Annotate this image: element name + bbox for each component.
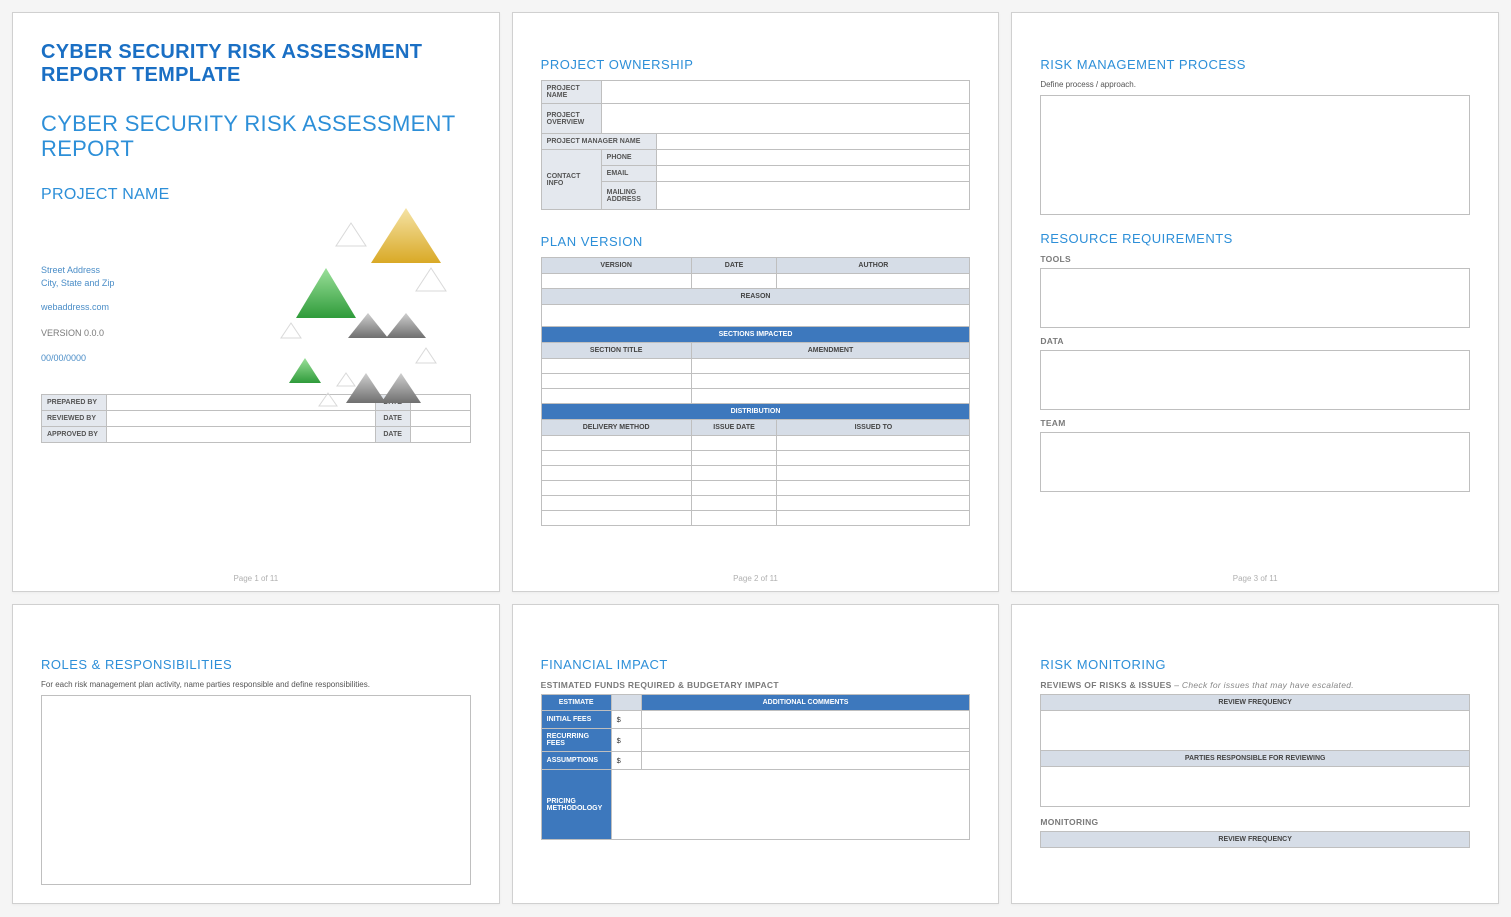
report-title: CYBER SECURITY RISK ASSESSMENT REPORT (41, 111, 471, 162)
financial-table: ESTIMATE ADDITIONAL COMMENTS INITIAL FEE… (541, 694, 971, 840)
page-4: ROLES & RESPONSIBILITIES For each risk m… (12, 604, 500, 904)
plan-version-table: VERSION DATE AUTHOR REASON SECTIONS IMPA… (541, 257, 971, 526)
page-footer: Page 1 of 11 (13, 574, 499, 583)
resource-req-heading: RESOURCE REQUIREMENTS (1040, 231, 1470, 246)
ownership-table: PROJECT NAME PROJECT OVERVIEW PROJECT MA… (541, 80, 971, 210)
table-row: APPROVED BY DATE (42, 426, 471, 442)
tools-box (1040, 268, 1470, 328)
team-label: TEAM (1040, 418, 1470, 428)
plan-version-heading: PLAN VERSION (541, 234, 971, 249)
financial-sub: ESTIMATED FUNDS REQUIRED & BUDGETARY IMP… (541, 680, 971, 690)
ownership-heading: PROJECT OWNERSHIP (541, 57, 971, 72)
page-6: RISK MONITORING REVIEWS OF RISKS & ISSUE… (1011, 604, 1499, 904)
team-box (1040, 432, 1470, 492)
monitoring-table: REVIEW FREQUENCY (1040, 831, 1470, 848)
page-3: RISK MANAGEMENT PROCESS Define process /… (1011, 12, 1499, 592)
reviews-table: REVIEW FREQUENCY PARTIES RESPONSIBLE FOR… (1040, 694, 1470, 807)
page-2: PROJECT OWNERSHIP PROJECT NAME PROJECT O… (512, 12, 1000, 592)
page-footer: Page 3 of 11 (1012, 574, 1498, 583)
project-name-heading: PROJECT NAME (41, 186, 471, 204)
page-1: CYBER SECURITY RISK ASSESSMENT REPORT TE… (12, 12, 500, 592)
data-label: DATA (1040, 336, 1470, 346)
main-title: CYBER SECURITY RISK ASSESSMENT REPORT TE… (41, 41, 471, 87)
tools-label: TOOLS (1040, 254, 1470, 264)
decorative-triangles (271, 208, 471, 418)
page-5: FINANCIAL IMPACT ESTIMATED FUNDS REQUIRE… (512, 604, 1000, 904)
roles-desc: For each risk management plan activity, … (41, 680, 471, 689)
financial-heading: FINANCIAL IMPACT (541, 657, 971, 672)
roles-heading: ROLES & RESPONSIBILITIES (41, 657, 471, 672)
page-grid: CYBER SECURITY RISK ASSESSMENT REPORT TE… (12, 12, 1499, 904)
risk-monitoring-heading: RISK MONITORING (1040, 657, 1470, 672)
data-box (1040, 350, 1470, 410)
roles-box (41, 695, 471, 885)
risk-mgmt-heading: RISK MANAGEMENT PROCESS (1040, 57, 1470, 72)
process-box (1040, 95, 1470, 215)
page-footer: Page 2 of 11 (513, 574, 999, 583)
risk-mgmt-desc: Define process / approach. (1040, 80, 1470, 89)
reviews-sub: REVIEWS OF RISKS & ISSUES – Check for is… (1040, 680, 1470, 690)
monitoring-sub: MONITORING (1040, 817, 1470, 827)
